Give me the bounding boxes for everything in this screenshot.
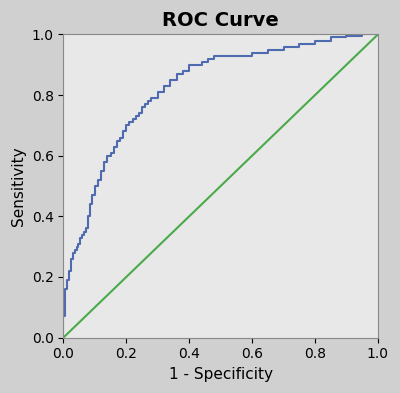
Title: ROC Curve: ROC Curve (162, 11, 279, 30)
X-axis label: 1 - Specificity: 1 - Specificity (169, 367, 273, 382)
Y-axis label: Sensitivity: Sensitivity (11, 146, 26, 226)
